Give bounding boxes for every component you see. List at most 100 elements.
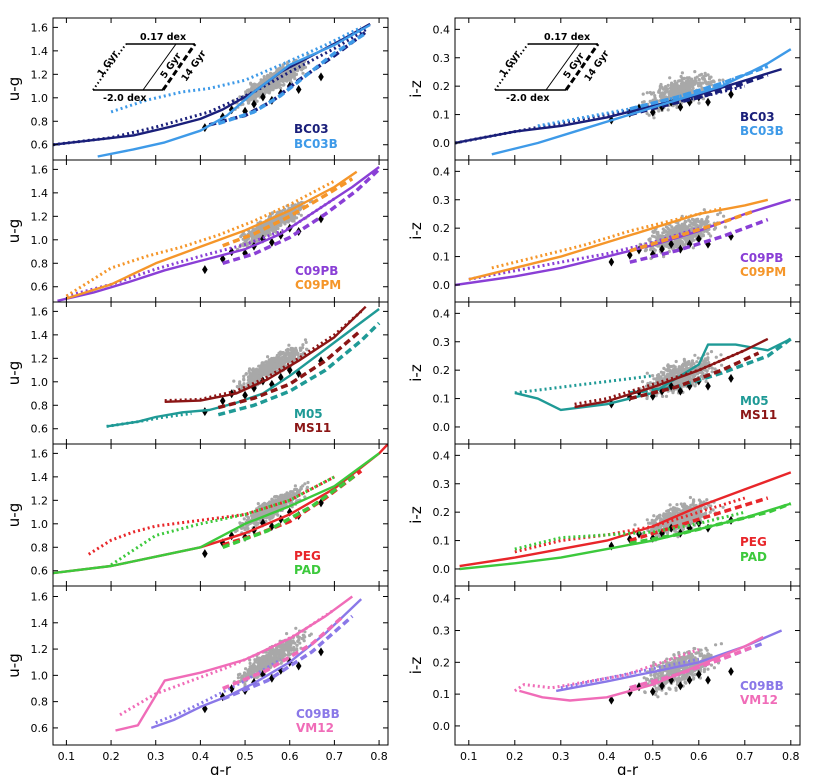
data-point (666, 366, 670, 370)
data-point (305, 347, 309, 351)
data-point (660, 91, 664, 95)
cluster-diamond (278, 372, 284, 382)
y-axis-label: u-g (5, 219, 23, 243)
data-point (712, 227, 717, 231)
data-point (693, 70, 697, 74)
data-point (706, 220, 710, 224)
data-point (656, 244, 660, 248)
data-point (232, 379, 236, 383)
data-point (285, 491, 289, 495)
cluster-diamond (286, 365, 293, 375)
data-point (688, 85, 692, 89)
data-point (722, 214, 726, 218)
data-point (659, 370, 664, 374)
data-point (251, 367, 255, 371)
y-tick-label: 0.4 (433, 23, 451, 36)
plot-area-bc03-bc03b-i-z- (455, 48, 792, 156)
track-pad-dashed (222, 473, 358, 549)
data-point (663, 230, 667, 234)
data-point (674, 520, 678, 524)
data-point (262, 364, 266, 368)
track-bc03-solid (455, 67, 782, 145)
data-point (257, 91, 261, 95)
data-point (303, 482, 307, 486)
data-point (720, 363, 724, 367)
data-point (295, 487, 299, 491)
data-point (702, 220, 707, 224)
data-point (681, 87, 686, 91)
data-point (697, 220, 701, 224)
data-point (248, 379, 252, 383)
data-point (271, 360, 275, 364)
plot-area-c09bb-vm12-u-g- (115, 595, 363, 732)
cluster-diamond (728, 89, 734, 99)
cluster-diamond (242, 248, 248, 258)
y-tick-label: 1.2 (31, 210, 49, 223)
data-point (666, 233, 670, 237)
y-tick-label: 1.0 (31, 92, 49, 105)
data-point (301, 637, 305, 641)
data-point (293, 484, 297, 488)
data-point (282, 83, 286, 87)
data-point (266, 355, 270, 359)
track-bc03b-dashed (629, 64, 769, 111)
data-point (687, 218, 691, 222)
data-point (671, 370, 675, 374)
data-point (670, 89, 675, 94)
plot-area-bc03-bc03b-u-g- (53, 22, 371, 158)
y-tick-label: 0.1 (433, 109, 451, 122)
data-point (664, 394, 669, 398)
y-axis-label: i-z (407, 80, 425, 98)
data-point (640, 380, 645, 384)
data-point (665, 230, 669, 234)
y-tick-label: 0.8 (31, 257, 49, 270)
plot-area-m05-ms11-u-g- (106, 305, 381, 428)
track-m05-dotted (514, 374, 653, 395)
data-point (682, 359, 687, 363)
data-point (665, 531, 670, 535)
y-tick-label: 0.3 (433, 52, 451, 65)
axes-frame (454, 301, 801, 445)
data-point (289, 348, 293, 352)
data-point (664, 88, 668, 92)
data-point (702, 360, 706, 364)
y-tick-label: 0.1 (433, 393, 451, 406)
data-point (283, 357, 287, 361)
data-point (295, 69, 300, 73)
data-point (251, 227, 255, 232)
track-m05-dashed (217, 321, 381, 417)
data-point (274, 505, 278, 509)
data-point (298, 348, 303, 352)
data-point (283, 644, 287, 649)
track-c09pm-dotted (65, 179, 336, 298)
track-c09pb-dotted (468, 226, 700, 281)
track-peg-solid (53, 444, 388, 575)
data-point (273, 367, 277, 371)
data-point (298, 207, 303, 211)
y-tick-label: 1.6 (31, 163, 49, 176)
data-point (686, 237, 690, 241)
data-point (297, 638, 301, 642)
data-point (711, 79, 716, 83)
data-point (640, 100, 645, 104)
cluster-diamond (677, 102, 684, 112)
data-point (660, 94, 664, 98)
cluster-diamond (668, 239, 674, 249)
data-point (706, 215, 710, 219)
data-point (645, 371, 649, 375)
y-tick-label: 0.8 (31, 541, 49, 554)
data-point (242, 374, 246, 378)
data-point (691, 235, 695, 240)
data-point (259, 375, 263, 379)
data-point (692, 218, 696, 222)
data-point (683, 224, 687, 228)
data-point (291, 219, 295, 223)
data-point (243, 682, 247, 687)
data-point (303, 338, 308, 342)
data-point (665, 509, 669, 513)
data-point (686, 82, 691, 86)
data-point (670, 81, 674, 85)
data-point (265, 509, 269, 513)
data-point (691, 502, 695, 507)
data-point (672, 375, 676, 379)
